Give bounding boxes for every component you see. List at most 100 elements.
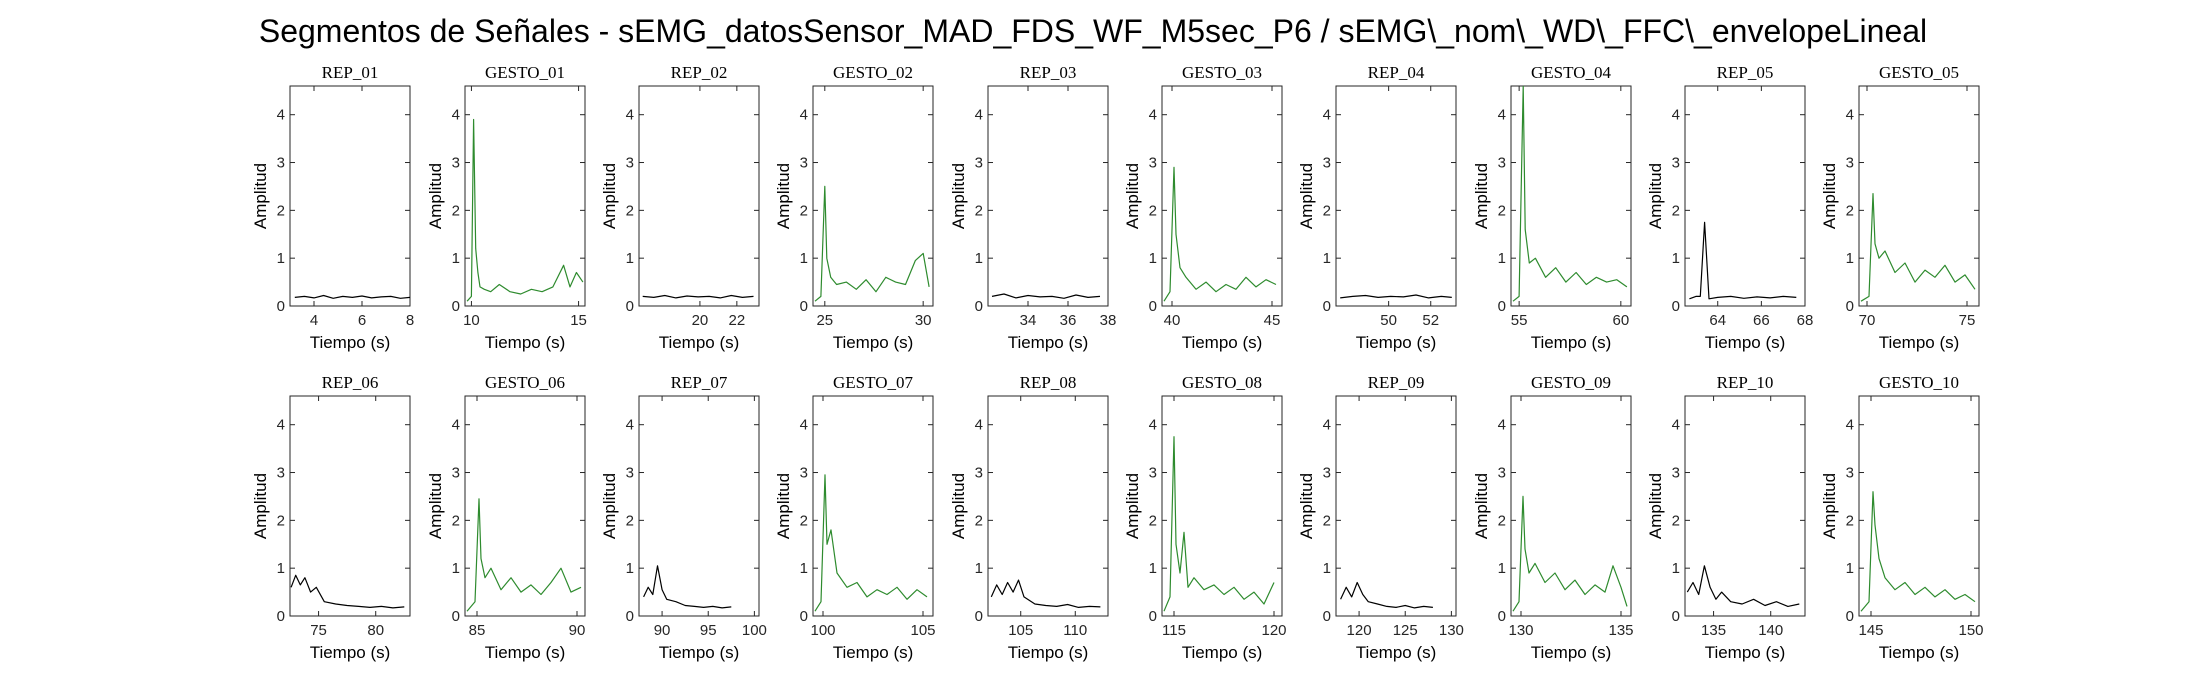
x-tick-label: 45 xyxy=(1264,312,1281,329)
y-axis-label: Amplitud xyxy=(949,473,968,539)
y-tick-label: 4 xyxy=(800,417,808,434)
y-tick-label: 2 xyxy=(1498,202,1506,219)
y-tick-label: 2 xyxy=(1323,512,1331,529)
axes-box xyxy=(987,85,1109,307)
subplot: 0 1 2 3 4 85 90 GESTO_06 Tiempo (s) Amplitud xyxy=(426,373,586,662)
y-axis-label: Amplitud xyxy=(1820,473,1839,539)
y-tick-label: 3 xyxy=(975,155,983,172)
rep-signal-line xyxy=(1689,221,1797,300)
y-tick-label: 3 xyxy=(452,465,460,482)
y-tick-label: 4 xyxy=(1498,107,1506,124)
y-tick-label: 2 xyxy=(452,202,460,219)
subplot-title: GESTO_09 xyxy=(1531,373,1611,392)
y-tick-label: 4 xyxy=(1149,107,1157,124)
subplot: 0 1 2 3 4 25 30 GESTO_02 Tiempo (s) Amplitud xyxy=(774,63,934,352)
gesto-signal-line xyxy=(1512,86,1628,302)
y-tick-label: 4 xyxy=(277,107,285,124)
y-tick-label: 3 xyxy=(800,155,808,172)
x-tick-label: 4 xyxy=(310,312,318,329)
y-tick-label: 3 xyxy=(1498,155,1506,172)
x-tick-label: 52 xyxy=(1422,312,1439,329)
rep-signal-line xyxy=(1686,565,1800,608)
subplot-title: GESTO_10 xyxy=(1879,373,1959,392)
x-tick-label: 115 xyxy=(1162,622,1186,639)
x-axis-label: Tiempo (s) xyxy=(1182,333,1263,352)
rep-signal-line xyxy=(991,293,1101,299)
y-tick-label: 1 xyxy=(800,250,808,267)
x-tick-label: 100 xyxy=(742,622,767,639)
subplot-title: GESTO_05 xyxy=(1879,63,1959,82)
y-tick-label: 4 xyxy=(1323,107,1331,124)
y-axis-label: Amplitud xyxy=(600,473,619,539)
x-axis-label: Tiempo (s) xyxy=(1356,333,1437,352)
rep-signal-line xyxy=(1340,294,1452,299)
y-tick-label: 4 xyxy=(1672,417,1680,434)
y-tick-label: 2 xyxy=(277,512,285,529)
x-tick-label: 75 xyxy=(1959,312,1976,329)
gesto-signal-line xyxy=(814,474,928,612)
x-axis-label: Tiempo (s) xyxy=(833,643,914,662)
y-tick-label: 0 xyxy=(1149,608,1157,625)
x-axis-label: Tiempo (s) xyxy=(310,643,391,662)
x-tick-label: 150 xyxy=(1958,622,1983,639)
axes-box xyxy=(1335,395,1457,617)
y-tick-label: 4 xyxy=(1846,107,1854,124)
subplot-title: REP_10 xyxy=(1717,373,1774,392)
y-tick-label: 0 xyxy=(800,608,808,625)
y-tick-label: 1 xyxy=(975,250,983,267)
subplot-title: REP_03 xyxy=(1020,63,1077,82)
y-tick-label: 1 xyxy=(1846,560,1854,577)
x-tick-label: 80 xyxy=(367,622,384,639)
axes-box xyxy=(1858,395,1980,617)
gesto-signal-line xyxy=(1860,491,1976,612)
x-tick-label: 140 xyxy=(1758,622,1783,639)
x-tick-label: 40 xyxy=(1164,312,1181,329)
x-tick-label: 34 xyxy=(1020,312,1037,329)
y-axis-label: Amplitud xyxy=(251,163,270,229)
x-axis-label: Tiempo (s) xyxy=(1705,643,1786,662)
y-tick-label: 2 xyxy=(277,202,285,219)
y-tick-label: 3 xyxy=(1498,465,1506,482)
subplot: 0 1 2 3 4 135 140 REP_10 Tiempo (s) Amplitud xyxy=(1646,373,1806,662)
y-tick-label: 3 xyxy=(1846,155,1854,172)
y-tick-label: 0 xyxy=(975,608,983,625)
y-tick-label: 4 xyxy=(452,417,460,434)
y-tick-label: 1 xyxy=(626,250,634,267)
subplot: 0 1 2 3 4 75 80 REP_06 Tiempo (s) Amplitud xyxy=(251,373,411,662)
x-tick-label: 75 xyxy=(310,622,327,639)
axes-box xyxy=(289,85,411,307)
subplot: 0 1 2 3 4 115 120 GESTO_08 Tiempo (s) Amplitud xyxy=(1123,373,1287,662)
x-axis-label: Tiempo (s) xyxy=(833,333,914,352)
subplot-title: GESTO_04 xyxy=(1531,63,1611,82)
x-tick-label: 130 xyxy=(1439,622,1464,639)
subplot-title: REP_08 xyxy=(1020,373,1077,392)
y-tick-label: 4 xyxy=(975,417,983,434)
y-tick-label: 3 xyxy=(277,465,285,482)
axes-box xyxy=(1510,85,1632,307)
subplot: 0 1 2 3 4 100 105 GESTO_07 Tiempo (s) Amplitud xyxy=(774,373,936,662)
y-tick-label: 1 xyxy=(800,560,808,577)
y-axis-label: Amplitud xyxy=(1123,473,1142,539)
axes-box xyxy=(812,85,934,307)
y-tick-label: 1 xyxy=(1498,560,1506,577)
y-tick-label: 4 xyxy=(452,107,460,124)
y-tick-label: 0 xyxy=(1149,298,1157,315)
gesto-signal-line xyxy=(466,118,584,302)
x-tick-label: 8 xyxy=(406,312,414,329)
subplot-title: GESTO_02 xyxy=(833,63,913,82)
x-axis-label: Tiempo (s) xyxy=(1531,643,1612,662)
subplot-title: REP_02 xyxy=(671,63,728,82)
subplot: 0 1 2 3 4 55 60 GESTO_04 Tiempo (s) Amplitud xyxy=(1472,63,1632,352)
x-tick-label: 36 xyxy=(1060,312,1077,329)
y-tick-label: 3 xyxy=(975,465,983,482)
rep-signal-line xyxy=(294,294,410,299)
y-axis-label: Amplitud xyxy=(1472,473,1491,539)
y-tick-label: 1 xyxy=(1672,250,1680,267)
y-tick-label: 0 xyxy=(975,298,983,315)
subplot-title: REP_06 xyxy=(322,373,379,392)
y-tick-label: 2 xyxy=(626,202,634,219)
x-axis-label: Tiempo (s) xyxy=(1705,333,1786,352)
rep-signal-line xyxy=(1340,581,1433,609)
rep-signal-line xyxy=(643,565,732,609)
